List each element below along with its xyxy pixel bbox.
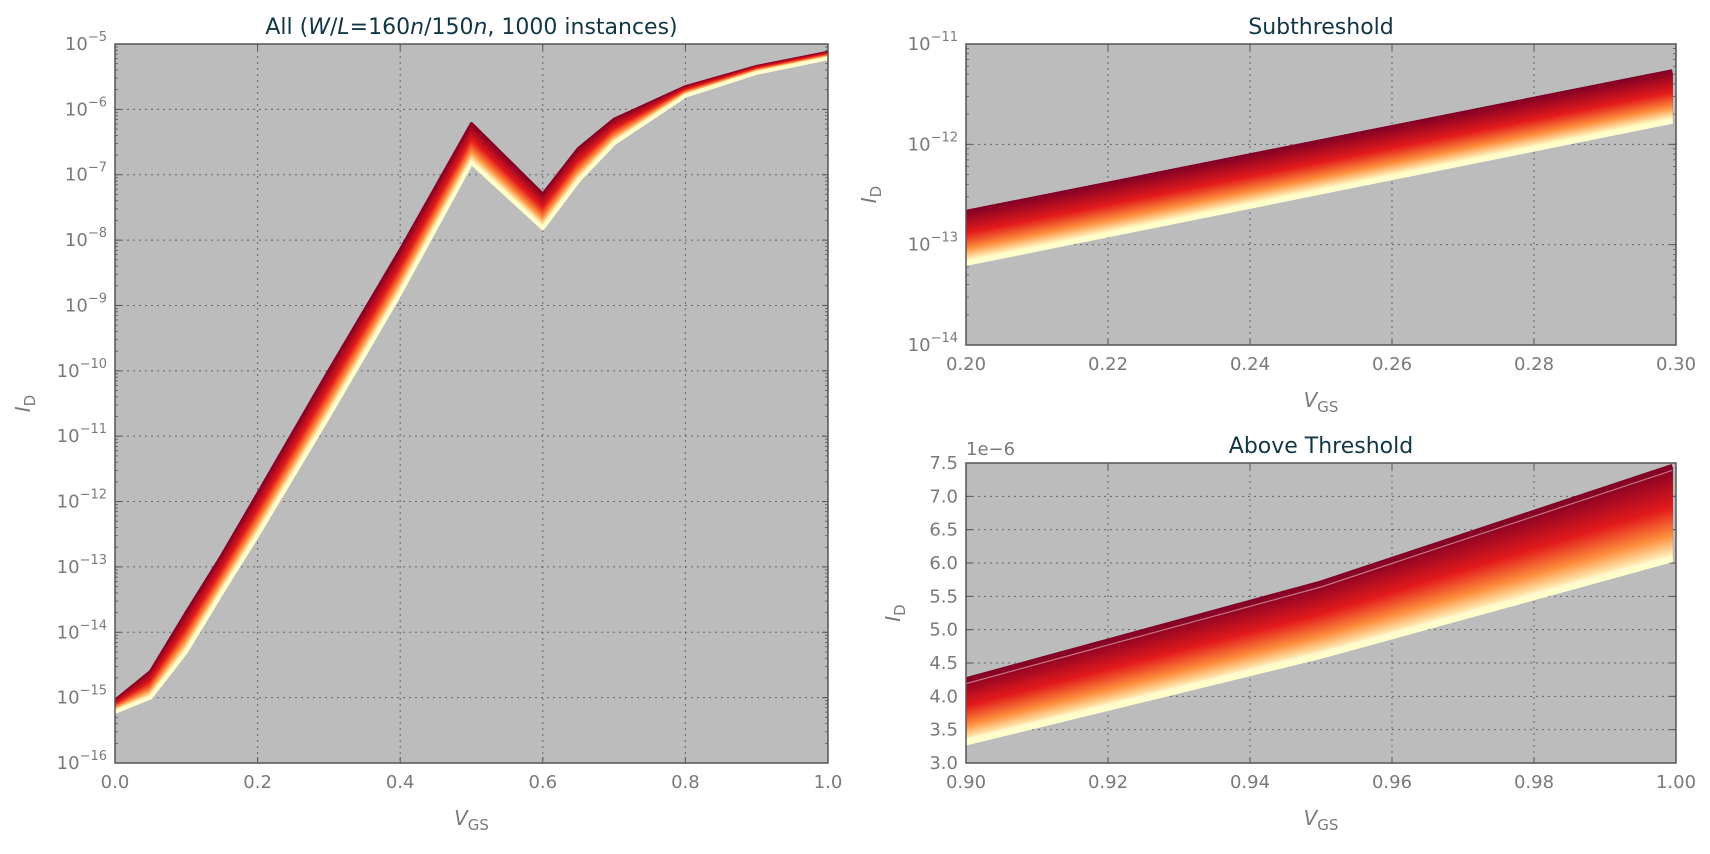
x-tick-label: 0.0 (101, 772, 130, 793)
x-tick-label: 1.0 (814, 772, 843, 793)
x-tick-label: 0.26 (1372, 354, 1412, 375)
x-axis-label: VGS (454, 806, 489, 834)
y-tick-label: 10−9 (65, 291, 107, 316)
axes-frame (965, 43, 1677, 346)
x-tick-label: 0.6 (528, 772, 557, 793)
x-tick-label: 0.24 (1230, 354, 1270, 375)
x-tick-label: 0.2 (243, 772, 272, 793)
x-tick-label: 0.96 (1372, 772, 1412, 793)
x-tick-label: 0.30 (1656, 354, 1696, 375)
x-axis-label: VGS (1304, 806, 1339, 834)
y-tick-label: 6.0 (929, 553, 958, 574)
y-tick-label: 10−12 (57, 488, 107, 513)
series-line (966, 118, 1673, 266)
y-tick-label: 10−10 (57, 357, 107, 382)
series-line (966, 469, 1673, 685)
x-tick-label: 0.92 (1088, 772, 1128, 793)
y-tick-label: 10−12 (908, 130, 958, 155)
x-tick-label: 1.00 (1656, 772, 1696, 793)
series-group (966, 69, 1673, 266)
y-tick-label: 10−5 (65, 30, 107, 55)
series-line (966, 555, 1673, 740)
y-tick-label: 10−14 (908, 331, 958, 356)
y-tick-label: 4.5 (929, 653, 958, 674)
panel-subthreshold: 0.20 0.22 0.24 0.26 0.28 0.30 10−14 10−13 10−12 1… (857, 15, 1696, 416)
x-tick-label: 0.8 (671, 772, 700, 793)
y-tick-label: 10−7 (65, 161, 107, 186)
chart-title: All (W/L=160n/150n, 1000 instances) (265, 15, 677, 40)
x-tick-label: 0.22 (1088, 354, 1128, 375)
y-tick-label: 5.5 (929, 586, 958, 607)
axes-frame (965, 462, 1677, 764)
y-tick-label: 4.0 (929, 686, 958, 707)
x-axis-label: VGS (1304, 388, 1339, 416)
y-tick-label: 10−14 (57, 618, 107, 643)
y-tick-label: 10−15 (57, 684, 107, 709)
y-axis-label: ID (857, 186, 885, 203)
y-axis-label: ID (881, 604, 909, 621)
y-tick-label: 7.5 (929, 453, 958, 474)
axes-frame (114, 43, 829, 764)
series-line (966, 557, 1674, 746)
y-tick-label: 10−13 (57, 553, 107, 578)
y-tick-label: 10−6 (65, 95, 107, 120)
y-tick-label: 10−16 (57, 749, 107, 774)
series-group (115, 50, 828, 714)
series-line (115, 56, 828, 714)
offset-text: 1e−6 (966, 439, 1015, 460)
x-tick-label: 0.28 (1514, 354, 1554, 375)
x-tick-label: 0.20 (946, 354, 986, 375)
series-group (966, 463, 1674, 746)
y-tick-label: 10−13 (908, 231, 958, 256)
y-tick-label: 6.5 (929, 520, 958, 541)
chart-title: Subthreshold (1248, 15, 1393, 40)
x-tick-label: 0.90 (946, 772, 986, 793)
panel-all: 0.0 0.2 0.4 0.6 0.8 1.0 10−16 10−15 10−14 10−13 10… (11, 15, 842, 834)
y-tick-label: 10−11 (908, 30, 958, 55)
y-tick-label: 10−11 (57, 422, 107, 447)
y-tick-label: 5.0 (929, 620, 958, 641)
y-tick-label: 3.0 (929, 753, 958, 774)
x-tick-label: 0.4 (386, 772, 415, 793)
y-axis-label: ID (11, 395, 39, 412)
x-tick-label: 0.94 (1230, 772, 1270, 793)
chart-title: Above Threshold (1229, 434, 1413, 459)
x-tick-label: 0.98 (1514, 772, 1554, 793)
y-tick-label: 10−8 (65, 226, 107, 251)
panel-above_threshold: 0.90 0.92 0.94 0.96 0.98 1.00 3.0 3.5 4.0 4.5 5.0 5… (881, 434, 1696, 834)
y-tick-label: 3.5 (929, 720, 958, 741)
y-tick-label: 7.0 (929, 486, 958, 507)
